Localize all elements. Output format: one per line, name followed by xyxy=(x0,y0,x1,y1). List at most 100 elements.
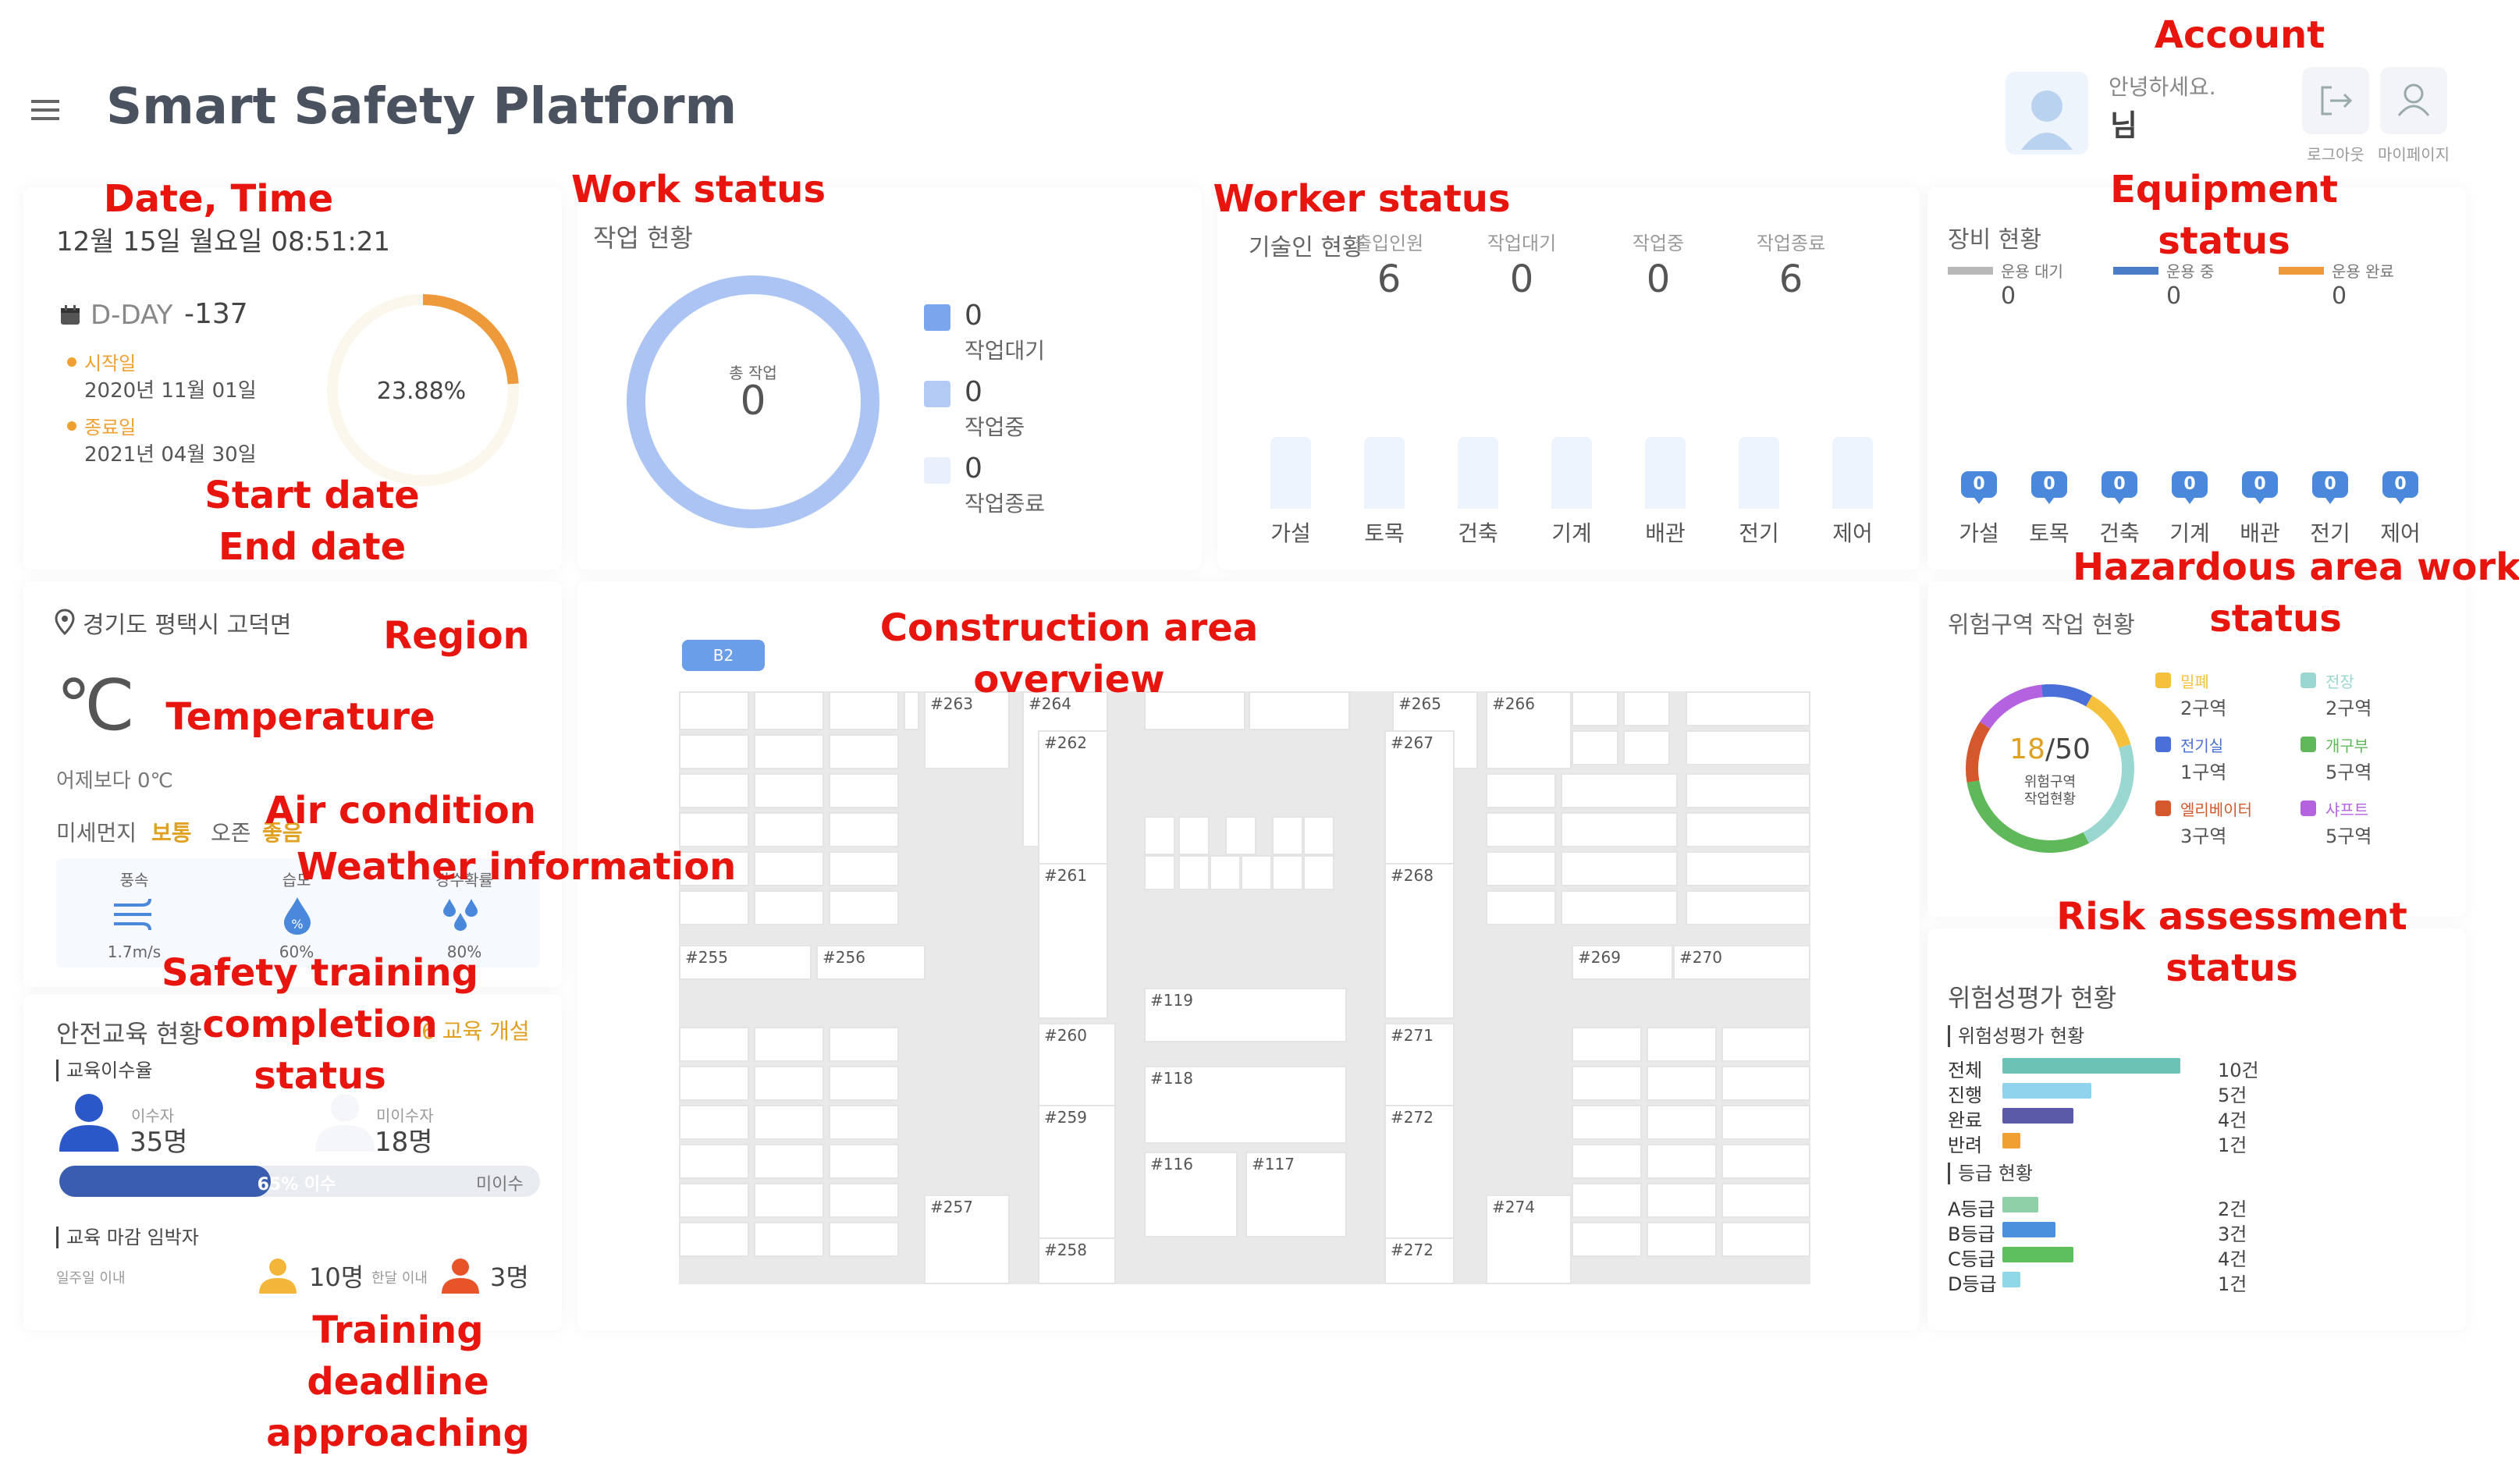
plan-room[interactable] xyxy=(679,1183,749,1218)
plan-room[interactable]: #256 xyxy=(816,945,926,980)
plan-room[interactable] xyxy=(1572,1144,1642,1179)
plan-room[interactable] xyxy=(1144,691,1245,730)
plan-room[interactable]: #270 xyxy=(1673,945,1810,980)
plan-room[interactable] xyxy=(1272,855,1303,890)
plan-room[interactable] xyxy=(754,773,824,808)
plan-room[interactable] xyxy=(1647,1027,1717,1062)
plan-room[interactable] xyxy=(1572,1222,1642,1257)
plan-room[interactable] xyxy=(1225,816,1256,855)
plan-room[interactable] xyxy=(1721,1144,1810,1179)
plan-room[interactable] xyxy=(1561,890,1678,925)
plan-room[interactable] xyxy=(1623,691,1670,726)
plan-room[interactable] xyxy=(754,691,824,730)
plan-room[interactable] xyxy=(679,1105,749,1140)
plan-room[interactable] xyxy=(1647,1183,1717,1218)
plan-room[interactable] xyxy=(1303,816,1334,855)
plan-room[interactable] xyxy=(1686,691,1810,726)
plan-room[interactable] xyxy=(1241,855,1272,890)
plan-room[interactable] xyxy=(1561,812,1678,847)
plan-room[interactable] xyxy=(1486,890,1556,925)
plan-room[interactable] xyxy=(1721,1183,1810,1218)
plan-room[interactable]: #118 xyxy=(1144,1066,1347,1144)
plan-room[interactable] xyxy=(1178,855,1210,890)
plan-room[interactable] xyxy=(1572,1105,1642,1140)
plan-room[interactable] xyxy=(1572,1066,1642,1101)
plan-room[interactable] xyxy=(679,773,749,808)
plan-room[interactable] xyxy=(1561,773,1678,808)
plan-room[interactable] xyxy=(1249,691,1350,730)
plan-room[interactable]: #268 xyxy=(1384,863,1455,1019)
plan-room[interactable] xyxy=(754,890,824,925)
plan-room[interactable] xyxy=(754,851,824,886)
plan-room[interactable] xyxy=(829,773,899,808)
plan-room[interactable] xyxy=(754,1144,824,1179)
plan-room[interactable]: #117 xyxy=(1245,1152,1347,1237)
plan-room[interactable] xyxy=(1647,1222,1717,1257)
plan-room[interactable] xyxy=(829,1222,899,1257)
plan-room[interactable] xyxy=(1721,1066,1810,1101)
plan-room[interactable] xyxy=(829,812,899,847)
plan-room[interactable] xyxy=(1144,816,1175,855)
plan-room[interactable] xyxy=(1686,812,1810,847)
plan-room[interactable]: #266 xyxy=(1486,691,1572,769)
plan-room[interactable] xyxy=(1303,855,1334,890)
plan-room[interactable] xyxy=(829,851,899,886)
plan-room[interactable] xyxy=(1647,1105,1717,1140)
plan-room[interactable] xyxy=(679,691,749,730)
plan-room[interactable]: #269 xyxy=(1572,945,1673,980)
plan-room[interactable] xyxy=(1686,730,1810,765)
plan-room[interactable] xyxy=(1486,812,1556,847)
plan-room[interactable] xyxy=(904,691,919,730)
plan-room[interactable] xyxy=(1647,1066,1717,1101)
plan-room[interactable] xyxy=(1721,1105,1810,1140)
plan-room[interactable] xyxy=(1178,816,1210,855)
plan-room[interactable] xyxy=(1686,851,1810,886)
plan-room[interactable] xyxy=(679,1144,749,1179)
plan-room[interactable]: #261 xyxy=(1038,863,1108,1019)
plan-room[interactable] xyxy=(754,1222,824,1257)
plan-room[interactable] xyxy=(1721,1027,1810,1062)
plan-room[interactable] xyxy=(754,812,824,847)
plan-room[interactable] xyxy=(754,1105,824,1140)
plan-room[interactable] xyxy=(1572,691,1618,726)
plan-room[interactable] xyxy=(829,1027,899,1062)
mypage-button[interactable] xyxy=(2380,67,2447,134)
plan-room[interactable] xyxy=(1486,851,1556,886)
plan-room[interactable] xyxy=(679,812,749,847)
plan-room[interactable] xyxy=(679,890,749,925)
plan-room[interactable] xyxy=(679,1027,749,1062)
plan-room[interactable] xyxy=(1272,816,1303,855)
plan-room[interactable] xyxy=(754,1183,824,1218)
plan-room[interactable] xyxy=(754,1066,824,1101)
plan-room[interactable] xyxy=(679,1222,749,1257)
plan-room[interactable] xyxy=(829,691,899,730)
plan-room[interactable] xyxy=(1721,1222,1810,1257)
plan-room[interactable] xyxy=(829,1183,899,1218)
plan-room[interactable] xyxy=(679,851,749,886)
plan-room[interactable]: #267 xyxy=(1384,730,1455,886)
plan-room[interactable]: #257 xyxy=(924,1195,1010,1284)
plan-room[interactable] xyxy=(1647,1144,1717,1179)
plan-room[interactable] xyxy=(829,1144,899,1179)
plan-room[interactable] xyxy=(829,734,899,769)
plan-room[interactable] xyxy=(829,1105,899,1140)
plan-room[interactable]: #272 xyxy=(1384,1237,1455,1284)
floor-button[interactable]: B2 xyxy=(682,640,765,671)
plan-room[interactable]: #258 xyxy=(1038,1237,1116,1284)
plan-room[interactable] xyxy=(1572,730,1618,765)
plan-room[interactable] xyxy=(1572,1027,1642,1062)
plan-room[interactable] xyxy=(1561,851,1678,886)
plan-room[interactable]: #263 xyxy=(924,691,1010,769)
plan-room[interactable] xyxy=(754,1027,824,1062)
plan-room[interactable] xyxy=(829,1066,899,1101)
plan-room[interactable]: #116 xyxy=(1144,1152,1238,1237)
plan-room[interactable] xyxy=(754,734,824,769)
plan-room[interactable]: #274 xyxy=(1486,1195,1572,1284)
plan-room[interactable]: #262 xyxy=(1038,730,1108,886)
logout-button[interactable] xyxy=(2302,67,2369,134)
plan-room[interactable] xyxy=(829,890,899,925)
plan-room[interactable] xyxy=(1623,730,1670,765)
plan-room[interactable] xyxy=(679,734,749,769)
menu-icon[interactable] xyxy=(31,100,59,120)
plan-room[interactable]: #119 xyxy=(1144,988,1347,1042)
